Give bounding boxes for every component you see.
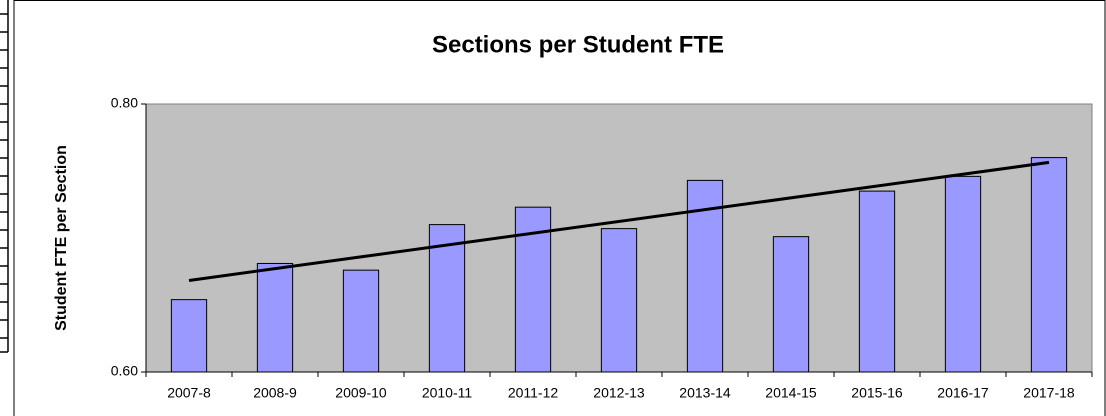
x-tick-label: 2009-10: [335, 385, 387, 401]
left-edge-table: [0, 0, 9, 353]
bar: [256, 262, 294, 373]
x-tick-label: 2010-11: [422, 385, 473, 401]
chart-border: [13, 0, 1106, 416]
y-tick-label: 0.80: [111, 95, 138, 111]
x-tick-label: 2007-8: [167, 385, 211, 401]
bar: [858, 190, 896, 373]
x-tick-label: 2012-13: [593, 385, 645, 401]
chart-title: Sections per Student FTE: [432, 31, 724, 58]
x-tick-label: 2011-12: [508, 385, 559, 401]
bar: [428, 224, 466, 373]
x-tick-label: 2016-17: [937, 385, 989, 401]
bar: [342, 269, 380, 373]
bar: [170, 299, 208, 373]
y-tick-label: 0.60: [111, 363, 138, 379]
y-axis-label: Student FTE per Section: [53, 145, 70, 331]
x-tick-label: 2008-9: [253, 385, 297, 401]
x-tick-label: 2015-16: [851, 385, 903, 401]
x-tick-label: 2014-15: [765, 385, 817, 401]
bar: [772, 236, 810, 373]
x-tick-label: 2017-18: [1023, 385, 1075, 401]
trendline: [188, 160, 1050, 282]
x-tick-label: 2013-14: [679, 385, 731, 401]
bar: [1030, 157, 1068, 373]
bar: [600, 228, 638, 373]
bar: [944, 175, 982, 373]
